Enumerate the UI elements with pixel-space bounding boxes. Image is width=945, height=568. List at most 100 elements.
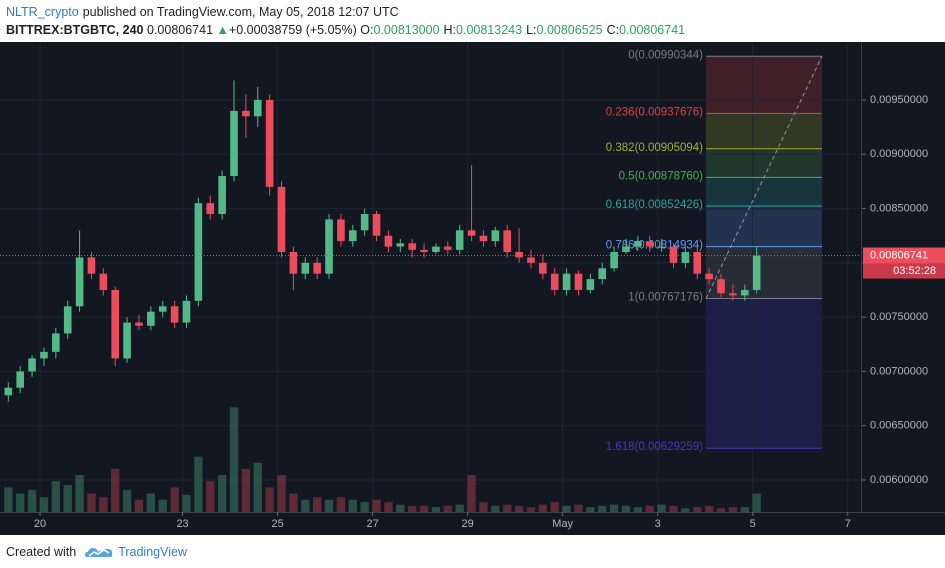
fib-label: 1.618(0.00629259) xyxy=(606,441,703,453)
volume-bar xyxy=(253,462,262,512)
fib-zone xyxy=(706,148,822,178)
candle-body xyxy=(681,252,690,263)
candle-body xyxy=(194,203,203,301)
fib-zone xyxy=(706,298,822,449)
candle-body xyxy=(75,257,84,307)
candle-body xyxy=(717,279,725,294)
x-tick-label: May xyxy=(552,518,573,530)
volume-bar xyxy=(75,475,84,512)
fib-label: 0.786(0.00814934) xyxy=(606,240,703,252)
footer: Created with TradingView xyxy=(0,535,945,568)
volume-bar xyxy=(562,505,571,512)
ohlc-label: O: xyxy=(360,23,374,37)
volume-bar xyxy=(16,493,25,512)
ohlc: O:0.00813000 H:0.00813243 L:0.00806525 C:0.… xyxy=(360,23,689,37)
candle-body xyxy=(40,351,48,359)
candle-body xyxy=(586,279,595,290)
candle-body xyxy=(562,273,571,290)
volume-bar xyxy=(348,499,357,512)
candle-body xyxy=(348,230,357,242)
candle-body xyxy=(752,255,761,290)
candle-body xyxy=(99,273,108,290)
logo[interactable] xyxy=(84,544,114,560)
change: +0.00038759 (+5.05%) xyxy=(228,23,357,37)
fib-label: 0.236(0.00937676) xyxy=(606,106,703,118)
candle-body xyxy=(360,214,369,231)
quote-line: BITTREX:BTGBTC, 240 0.00806741 ▲+0.00038… xyxy=(6,21,939,39)
fib-zone xyxy=(706,113,822,149)
x-tick-label: 25 xyxy=(271,518,283,530)
header: NLTR_crypto published on TradingView.com,… xyxy=(0,0,945,42)
candle-body xyxy=(182,300,191,323)
fib-zone xyxy=(706,177,822,206)
candle-body xyxy=(420,249,428,252)
volume-bar xyxy=(241,468,251,512)
chart-bg xyxy=(0,42,945,535)
y-tick-label: 0.00600000 xyxy=(870,474,928,486)
volume-bar xyxy=(491,505,500,512)
last-price-label: 0.00806741 xyxy=(870,249,928,261)
fib-zone xyxy=(706,246,822,299)
candle-body xyxy=(337,219,345,242)
candle-body xyxy=(230,110,238,177)
ohlc-value: 0.00813243 xyxy=(456,23,523,37)
symbol: BITTREX:BTGBTC, 240 xyxy=(6,23,144,37)
volume-bar xyxy=(704,505,714,512)
candle-body xyxy=(444,246,452,250)
fib-label: 0.618(0.00852426) xyxy=(606,199,703,211)
candle-body xyxy=(253,100,262,117)
volume-bar xyxy=(681,508,690,512)
candle-body xyxy=(325,219,333,274)
volume-bar xyxy=(277,475,286,512)
volume-bar xyxy=(514,505,524,512)
candle-body xyxy=(123,322,131,359)
candle-body xyxy=(598,268,607,280)
published: published on TradingView.com, May 05, 20… xyxy=(82,5,399,19)
y-tick-label: 0.00750000 xyxy=(870,311,928,323)
candle-body xyxy=(396,243,405,247)
y-tick-label: 0.00700000 xyxy=(870,365,928,377)
volume-bar xyxy=(4,487,13,512)
candle-body xyxy=(515,252,523,258)
volume-bar xyxy=(657,504,666,512)
volume-bar xyxy=(598,505,607,512)
author[interactable]: NLTR_crypto xyxy=(6,5,79,19)
candle-body xyxy=(550,273,559,290)
volume-bar xyxy=(51,481,60,512)
candle-body xyxy=(147,311,155,326)
fib-zone xyxy=(706,205,822,247)
arrow: ▲ xyxy=(216,23,229,37)
volume-bar xyxy=(396,504,405,512)
fib-label: 0.5(0.00878760) xyxy=(619,170,704,182)
x-tick-label: 20 xyxy=(34,518,46,530)
volume-bar xyxy=(586,507,595,512)
candle-body xyxy=(657,246,666,248)
volume-bar xyxy=(455,504,464,512)
volume-bar xyxy=(111,468,120,512)
volume-bar xyxy=(693,507,702,512)
ohlc-label: H: xyxy=(443,23,457,37)
brand[interactable]: TradingView xyxy=(118,544,187,559)
volume-bar xyxy=(39,497,49,512)
fib-label: 0(0.00990344) xyxy=(628,49,703,61)
candle-body xyxy=(28,358,36,372)
fib-label: 1(0.00767176) xyxy=(628,292,703,304)
volume-bar xyxy=(443,505,452,512)
volume-bar xyxy=(633,507,643,512)
ohlc-value: 0.00806525 xyxy=(536,23,603,37)
volume-bar xyxy=(621,505,631,512)
x-tick-label: 7 xyxy=(845,518,851,530)
ohlc-value: 0.00806741 xyxy=(619,23,686,37)
candle-body xyxy=(289,252,298,274)
last: 0.00806741 xyxy=(147,23,214,37)
volume-bar xyxy=(372,499,381,512)
candle-body xyxy=(87,257,96,274)
candle-body xyxy=(242,110,250,117)
candle-body xyxy=(705,273,713,280)
candle-body xyxy=(111,289,120,359)
y-tick-label: 0.00850000 xyxy=(870,202,928,214)
volume-bar xyxy=(538,504,548,512)
volume-bar xyxy=(669,505,678,512)
candle-body xyxy=(740,289,749,296)
